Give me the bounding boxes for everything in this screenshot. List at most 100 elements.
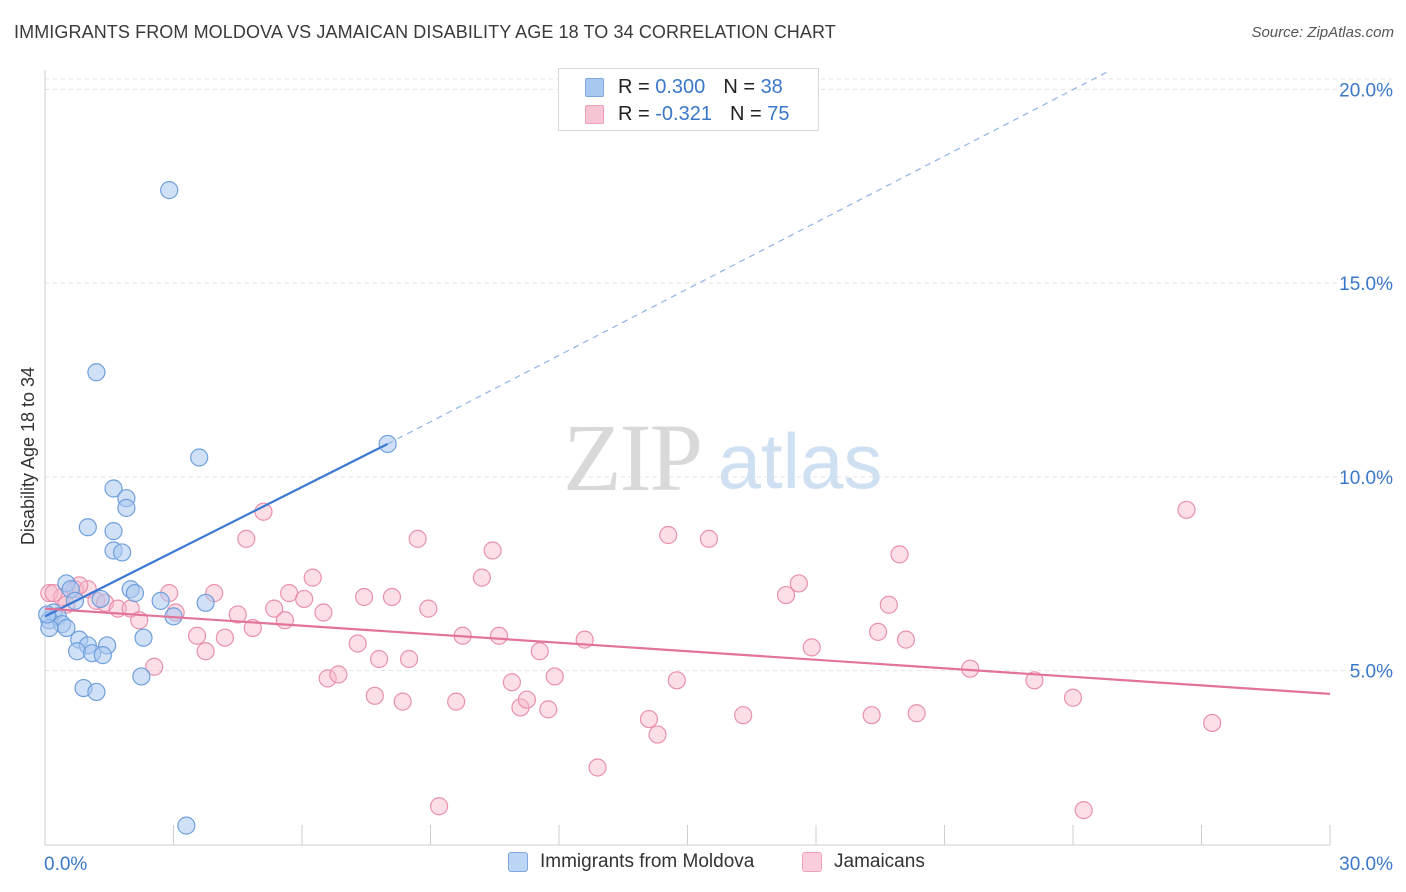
data-point-jamaicans bbox=[237, 529, 256, 548]
data-point-jamaicans bbox=[483, 541, 502, 560]
data-point-jamaicans bbox=[699, 529, 719, 548]
legend-n-value: 75 bbox=[767, 102, 790, 125]
axes bbox=[44, 70, 1331, 846]
data-point-jamaicans bbox=[489, 626, 509, 645]
data-point-jamaicans bbox=[429, 797, 449, 816]
correlation-legend: R = 0.300 N = 38 R = -0.321 N = 75 bbox=[558, 68, 819, 131]
legend-swatch-moldova bbox=[508, 852, 528, 872]
data-point-jamaicans bbox=[187, 626, 207, 645]
data-point-jamaicans bbox=[196, 642, 215, 661]
data-point-jamaicans bbox=[348, 634, 367, 653]
data-point-jamaicans bbox=[667, 671, 686, 690]
data-point-jamaicans bbox=[907, 704, 926, 723]
data-point-jamaicans bbox=[789, 574, 808, 593]
legend-r-label: R = bbox=[618, 102, 650, 125]
legend-swatch-moldova bbox=[585, 77, 604, 97]
legend-n-label: N = bbox=[729, 102, 762, 125]
data-point-jamaicans bbox=[370, 649, 389, 669]
data-point-jamaicans bbox=[399, 649, 419, 669]
data-point-moldova bbox=[57, 618, 76, 638]
data-point-jamaicans bbox=[447, 692, 466, 711]
data-point-jamaicans bbox=[1063, 688, 1083, 707]
data-point-jamaicans bbox=[419, 599, 438, 618]
data-point-jamaicans bbox=[539, 700, 558, 719]
trend-lines bbox=[44, 71, 1331, 695]
data-point-jamaicans bbox=[295, 589, 314, 609]
legend-item-moldova[interactable]: Immigrants from Moldova bbox=[508, 851, 754, 873]
data-point-moldova bbox=[112, 543, 132, 562]
legend-swatch-jamaicans bbox=[802, 852, 822, 872]
data-point-jamaicans bbox=[393, 692, 412, 711]
data-point-moldova bbox=[160, 181, 179, 200]
data-point-jamaicans bbox=[639, 709, 659, 729]
data-point-jamaicans bbox=[588, 758, 607, 777]
chart-title: IMMIGRANTS FROM MOLDOVA VS JAMAICAN DISA… bbox=[14, 22, 836, 42]
data-point-moldova bbox=[104, 479, 123, 498]
data-point-jamaicans bbox=[1074, 801, 1093, 820]
data-point-jamaicans bbox=[472, 568, 491, 587]
data-point-jamaicans bbox=[1203, 713, 1222, 733]
legend-r-label: R = bbox=[618, 75, 650, 98]
data-point-moldova bbox=[91, 589, 110, 609]
series-legend: Immigrants from Moldova Jamaicans bbox=[0, 851, 1406, 877]
data-point-jamaicans bbox=[408, 529, 427, 548]
legend-label-moldova: Immigrants from Moldova bbox=[540, 851, 755, 872]
data-point-moldova bbox=[78, 518, 97, 537]
data-point-moldova bbox=[125, 584, 145, 603]
data-point-jamaicans bbox=[314, 603, 333, 622]
source-label: Source: ZipAtlas.com bbox=[1251, 24, 1394, 41]
data-point-moldova bbox=[93, 646, 112, 665]
data-point-moldova bbox=[196, 593, 215, 612]
data-point-jamaicans bbox=[502, 673, 521, 692]
data-point-moldova bbox=[104, 522, 123, 541]
legend-item-jamaicans[interactable]: Jamaicans bbox=[802, 851, 925, 873]
watermark: ZIP atlas bbox=[563, 404, 882, 511]
data-point-jamaicans bbox=[776, 585, 796, 605]
legend-r-value: 0.300 bbox=[655, 75, 706, 98]
data-point-moldova bbox=[134, 628, 153, 647]
y-tick-label: 5.0% bbox=[1350, 662, 1393, 683]
data-point-moldova bbox=[117, 498, 136, 517]
data-point-jamaicans bbox=[329, 665, 348, 684]
tick-labels: 5.0% 10.0% 15.0% 20.0% 0.0% 30.0% bbox=[44, 80, 1393, 875]
y-tick-label: 15.0% bbox=[1339, 274, 1393, 295]
legend-label-jamaicans: Jamaicans bbox=[834, 851, 925, 872]
data-point-jamaicans bbox=[896, 630, 916, 649]
legend-n-label: N = bbox=[723, 75, 755, 98]
data-point-jamaicans bbox=[382, 587, 402, 607]
data-point-moldova bbox=[151, 591, 170, 610]
data-point-jamaicans bbox=[275, 611, 294, 630]
data-point-jamaicans bbox=[517, 690, 536, 709]
data-point-moldova bbox=[87, 682, 106, 702]
data-point-moldova bbox=[177, 816, 196, 835]
data-point-jamaicans bbox=[869, 622, 888, 641]
data-point-jamaicans bbox=[545, 667, 564, 686]
trend-line-jamaicans bbox=[44, 607, 1331, 695]
data-point-jamaicans bbox=[890, 545, 909, 564]
data-point-jamaicans bbox=[365, 686, 384, 705]
legend-r-value: -0.321 bbox=[655, 102, 712, 125]
data-point-jamaicans bbox=[265, 599, 284, 618]
watermark-zip: ZIP bbox=[563, 404, 701, 511]
x-tick-label: 30.0% bbox=[1339, 854, 1393, 875]
data-point-jamaicans bbox=[44, 584, 63, 603]
data-point-jamaicans bbox=[862, 706, 881, 725]
data-point-jamaicans bbox=[303, 568, 322, 587]
y-tick-label: 10.0% bbox=[1339, 468, 1393, 489]
data-point-jamaicans bbox=[734, 706, 753, 725]
data-point-jamaicans bbox=[879, 595, 898, 614]
data-point-moldova bbox=[132, 667, 151, 686]
y-axis-label: Disability Age 18 to 34 bbox=[18, 367, 38, 545]
legend-row-jamaicans: R = -0.321 N = 75 bbox=[585, 101, 789, 127]
data-point-moldova bbox=[87, 363, 106, 382]
data-point-jamaicans bbox=[1025, 671, 1044, 690]
data-point-jamaicans bbox=[355, 587, 374, 607]
data-points bbox=[38, 181, 1222, 835]
trend-line-moldova bbox=[44, 442, 389, 618]
gridlines bbox=[45, 78, 1392, 672]
data-point-moldova bbox=[68, 642, 87, 661]
data-point-jamaicans bbox=[648, 725, 667, 744]
data-point-jamaicans bbox=[802, 638, 821, 657]
data-point-jamaicans bbox=[659, 525, 678, 545]
